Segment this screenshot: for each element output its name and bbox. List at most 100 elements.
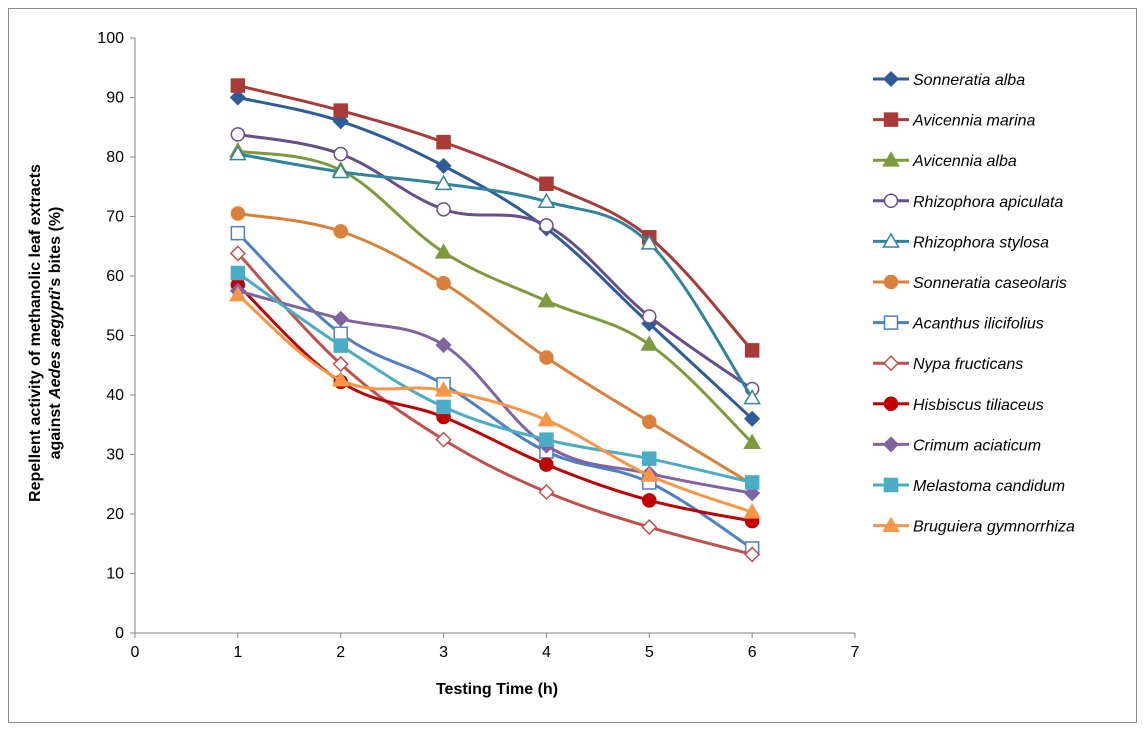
series-melastoma-candidum — [230, 265, 760, 490]
legend-marker — [882, 355, 900, 372]
data-point — [642, 493, 657, 508]
legend-label: Rhizophora apiculata — [913, 194, 1063, 211]
data-point — [436, 202, 451, 217]
data-point — [229, 145, 247, 161]
data-point — [744, 343, 760, 358]
legend-marker — [882, 436, 900, 453]
data-point — [435, 431, 452, 448]
data-point — [744, 410, 761, 427]
data-point — [436, 134, 451, 150]
legend-label: Sonneratia caseolaris — [913, 275, 1067, 292]
series-line — [237, 132, 754, 391]
legend-item: Avicennia marina — [873, 112, 1036, 130]
data-point — [229, 89, 246, 106]
legend-label: Rhizophora stylosa — [913, 234, 1049, 251]
x-tick-label: 6 — [748, 644, 757, 661]
data-point — [537, 291, 556, 308]
series-sonneratia-alba — [229, 89, 761, 427]
legend-marker — [883, 274, 899, 290]
y-tick-label: 20 — [106, 506, 124, 523]
y-axis-title-line1: Repellent activity of methanolic leaf ex… — [27, 164, 44, 502]
y-axis-title-line2: against Aedes aegypti's bites (%) — [47, 207, 64, 460]
legend-label: Melastoma candidum — [913, 478, 1065, 495]
data-point — [332, 355, 349, 373]
data-point — [539, 176, 554, 192]
series-line — [236, 232, 753, 550]
legend-label: Crimum aciaticum — [913, 437, 1041, 454]
y-tick-label: 60 — [106, 268, 124, 285]
legend-marker — [882, 232, 900, 248]
series-line — [237, 152, 754, 399]
legend-label: Sonneratia alba — [913, 72, 1025, 89]
legend-marker — [883, 112, 899, 127]
legend-item: Acanthus ilicifolius — [873, 315, 1044, 333]
legend-label: Nypa fructicans — [913, 356, 1023, 373]
data-point — [434, 381, 453, 397]
x-tick-label: 5 — [645, 644, 654, 661]
data-point — [333, 103, 348, 118]
x-tick-label: 7 — [851, 644, 860, 661]
x-axis-title: Testing Time (h) — [436, 681, 558, 698]
data-point — [435, 336, 452, 354]
x-tick-label: 3 — [439, 644, 448, 661]
data-point — [230, 78, 246, 93]
legend-marker — [882, 70, 900, 88]
legend-marker — [883, 193, 899, 209]
legend-item: Nypa fructicans — [873, 355, 1023, 373]
data-point — [539, 432, 554, 447]
data-point — [537, 192, 556, 208]
data-point — [538, 483, 555, 501]
data-point — [641, 519, 658, 536]
chart-frame — [8, 8, 1137, 723]
data-point — [640, 335, 659, 351]
y-tick-label: 0 — [115, 625, 124, 642]
series-line — [237, 84, 754, 352]
y-tick-label: 100 — [97, 30, 124, 47]
data-point — [230, 265, 246, 281]
y-tick-label: 70 — [106, 209, 124, 226]
legend-item: Crimum aciaticum — [873, 436, 1041, 454]
data-point — [642, 309, 657, 324]
data-point — [642, 451, 657, 466]
legend-label: Hisbiscus tiliaceus — [913, 397, 1044, 414]
data-point — [537, 410, 556, 427]
data-point — [331, 371, 350, 387]
legend-marker — [883, 396, 899, 412]
data-point — [640, 234, 659, 250]
series-nypa-fructicans — [229, 245, 761, 563]
series-lines — [229, 78, 761, 563]
data-point — [333, 146, 348, 162]
data-point — [743, 388, 761, 405]
legend-item: Melastoma candidum — [873, 477, 1065, 495]
x-tick-label: 0 — [131, 644, 140, 661]
data-point — [229, 245, 246, 262]
data-point — [333, 338, 348, 353]
y-tick-label: 90 — [106, 90, 124, 107]
legend-label: Bruguiera gymnorrhiza — [913, 519, 1075, 536]
series-line — [237, 212, 753, 486]
y-tick-label: 40 — [106, 387, 124, 404]
data-point — [229, 286, 247, 302]
y-tick-label: 30 — [106, 447, 124, 464]
series-line — [237, 149, 754, 444]
data-point — [434, 174, 453, 191]
data-point — [640, 466, 659, 482]
data-point — [744, 546, 761, 563]
y-tick-label: 10 — [106, 566, 124, 583]
data-point — [539, 350, 554, 365]
series-line — [236, 271, 753, 484]
legend-item: Sonneratia alba — [873, 70, 1025, 89]
legend-label: Acanthus ilicifolius — [912, 316, 1044, 333]
data-point — [744, 475, 760, 490]
data-point — [230, 127, 246, 142]
series-line — [236, 293, 753, 514]
x-tick-label: 1 — [233, 644, 242, 661]
legend-item: Avicennia alba — [873, 151, 1017, 170]
y-tick-label: 50 — [106, 328, 124, 345]
legend-item: Sonneratia caseolaris — [873, 274, 1067, 292]
series-avicennia-marina — [230, 78, 760, 358]
legend-item: Rhizophora stylosa — [873, 232, 1049, 251]
data-point — [539, 457, 554, 472]
series-line — [237, 96, 754, 420]
legend-item: Bruguiera gymnorrhiza — [873, 516, 1075, 536]
